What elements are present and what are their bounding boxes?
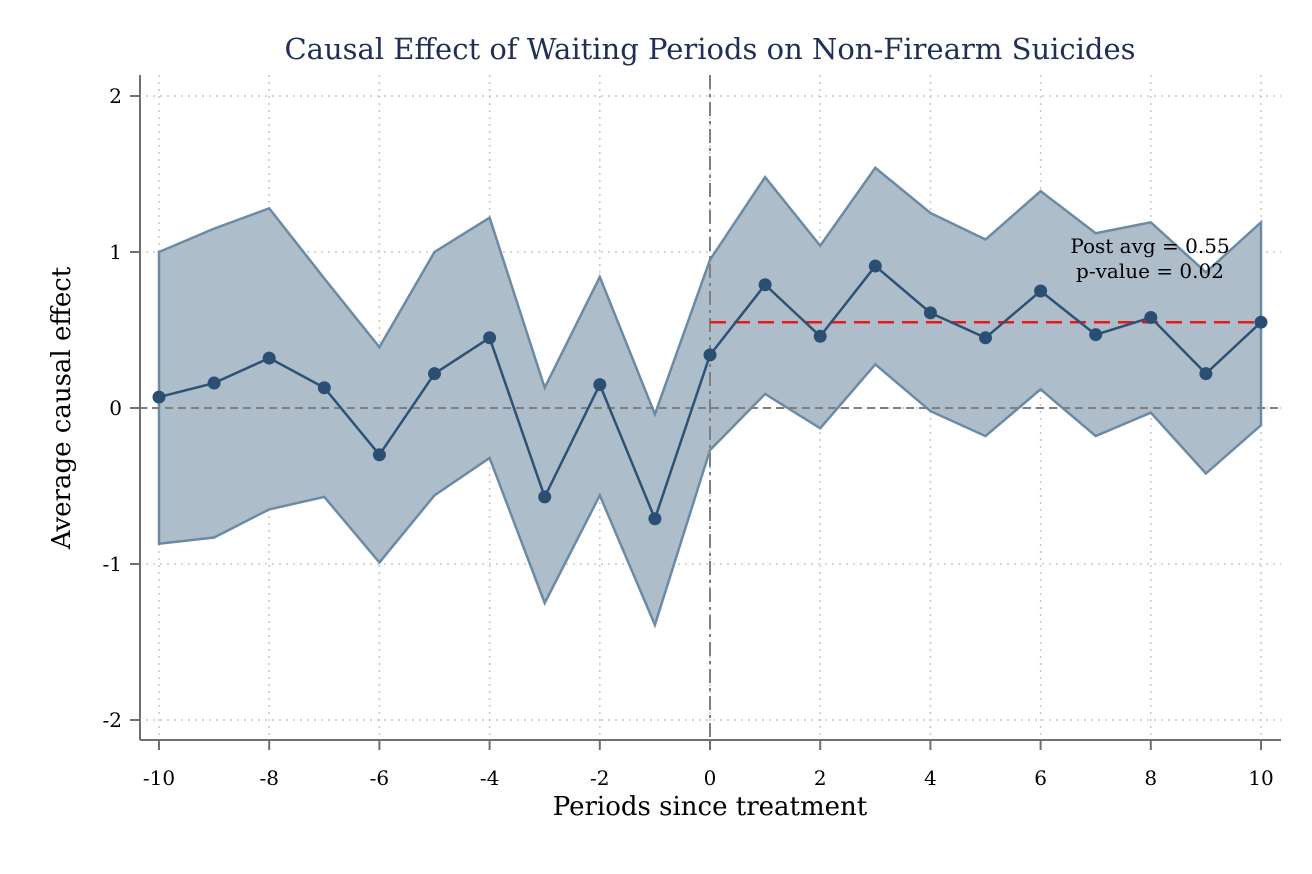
y-tick-label: 0 — [109, 396, 122, 420]
y-tick-label: 2 — [109, 84, 122, 108]
effect-point — [262, 351, 276, 365]
x-tick-label: 0 — [704, 766, 717, 790]
x-tick-label: 8 — [1144, 766, 1157, 790]
annotation-post-avg: Post avg = 0.55 — [1070, 234, 1229, 258]
x-tick-label: 4 — [924, 766, 937, 790]
axes — [130, 75, 1281, 750]
reference-lines-layer — [139, 75, 1281, 740]
x-tick-label: -10 — [143, 766, 175, 790]
effect-point — [813, 329, 827, 343]
effect-point — [483, 331, 497, 345]
effect-point — [207, 376, 221, 390]
effect-point — [428, 367, 441, 381]
effect-point — [1144, 311, 1158, 325]
effect-point — [593, 378, 607, 392]
annotation-p-value: p-value = 0.02 — [1076, 259, 1224, 283]
x-tick-label: -2 — [590, 766, 609, 790]
effect-point — [648, 512, 662, 526]
effect-point — [317, 381, 331, 395]
x-tick-label: 10 — [1248, 766, 1273, 790]
effect-point — [1199, 367, 1213, 381]
effect-point — [538, 490, 552, 504]
x-tick-label: -6 — [370, 766, 389, 790]
effect-point — [758, 278, 772, 292]
x-tick-label: 2 — [814, 766, 827, 790]
x-tick-label: -4 — [480, 766, 499, 790]
y-tick-label: -1 — [103, 552, 122, 576]
x-tick-label: 6 — [1034, 766, 1047, 790]
effect-point — [372, 448, 386, 462]
tick-labels: 210-1-2-10 -8 -6 -4 -2 0 2 4 6 8 10 — [103, 84, 1274, 790]
effect-point — [152, 390, 166, 404]
effect-point — [923, 306, 937, 320]
confidence-band-layer — [157, 165, 1263, 629]
y-tick-label: 1 — [109, 240, 122, 264]
x-axis-label: Periods since treatment — [553, 792, 868, 822]
effect-point — [979, 331, 992, 345]
effect-point — [1034, 284, 1048, 298]
y-tick-label: -2 — [103, 708, 122, 732]
effect-point — [703, 348, 717, 362]
confidence-band — [157, 165, 1263, 629]
y-axis-label: Average causal effect — [47, 266, 77, 550]
effect-point — [868, 259, 882, 273]
chart-title: Causal Effect of Waiting Periods on Non-… — [284, 32, 1135, 66]
x-tick-label: -8 — [259, 766, 278, 790]
effect-point — [1089, 328, 1103, 342]
effect-series-layer — [152, 259, 1268, 526]
effect-point — [1254, 315, 1268, 329]
